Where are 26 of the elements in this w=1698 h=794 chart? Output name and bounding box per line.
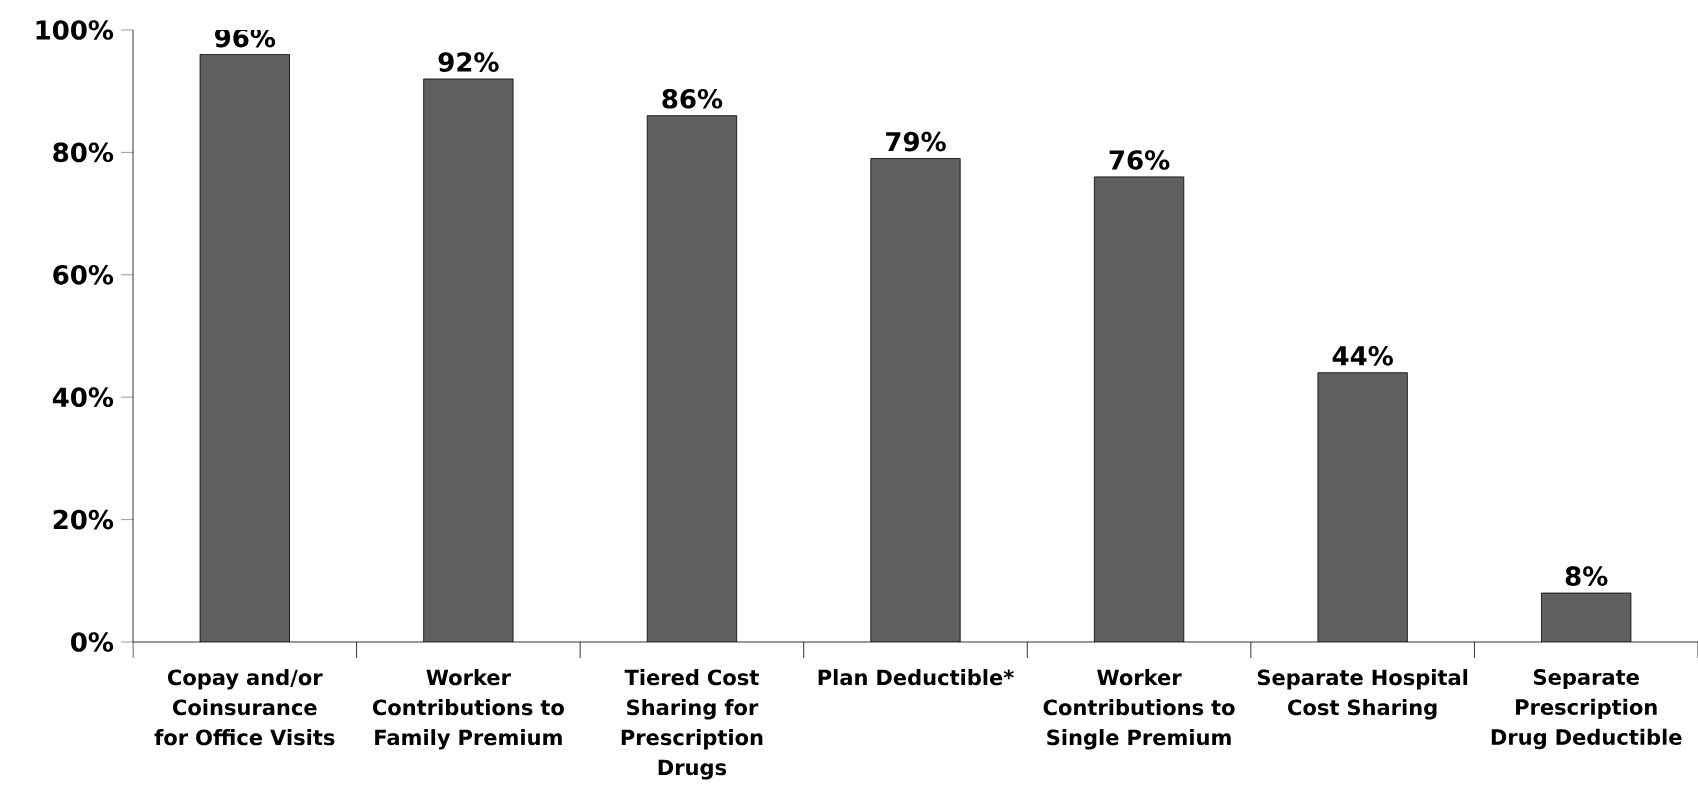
x-tick-label: Separate Hospital Cost Sharing [1257, 669, 1468, 720]
y-tick-label: 60% [53, 264, 114, 285]
x-tick-label: Separate Prescription Drug Deductible [1491, 669, 1682, 750]
data-label: 8% [1565, 566, 1608, 586]
y-tick-label: 80% [53, 142, 114, 163]
data-label: 76% [1109, 150, 1170, 170]
x-tick-label: Worker Contributions to Family Premium [372, 669, 564, 750]
y-tick-label: 20% [53, 509, 114, 530]
data-label: 86% [662, 88, 723, 109]
bar [200, 54, 290, 642]
data-label: 79% [886, 131, 946, 152]
x-tick-label: Tiered Cost Sharing for Prescription Drugs [621, 669, 763, 780]
bar [870, 158, 961, 642]
x-tick-label: Worker Contributions to Single Premium [1043, 669, 1235, 750]
x-tick-label: Copay and/or Coinsurance for Office Visits [154, 669, 335, 746]
y-tick-label: 40% [52, 387, 114, 408]
y-tick-label: 100% [36, 20, 114, 40]
data-label: 92% [438, 52, 499, 72]
data-label: 44% [1332, 345, 1393, 366]
x-tick-label: Plan Deductible* [818, 669, 1014, 686]
bar [1317, 372, 1408, 642]
bar [1094, 176, 1184, 642]
bar [423, 78, 514, 642]
bar [1541, 592, 1632, 642]
bar [647, 115, 737, 642]
y-tick-label: 0% [71, 632, 114, 652]
